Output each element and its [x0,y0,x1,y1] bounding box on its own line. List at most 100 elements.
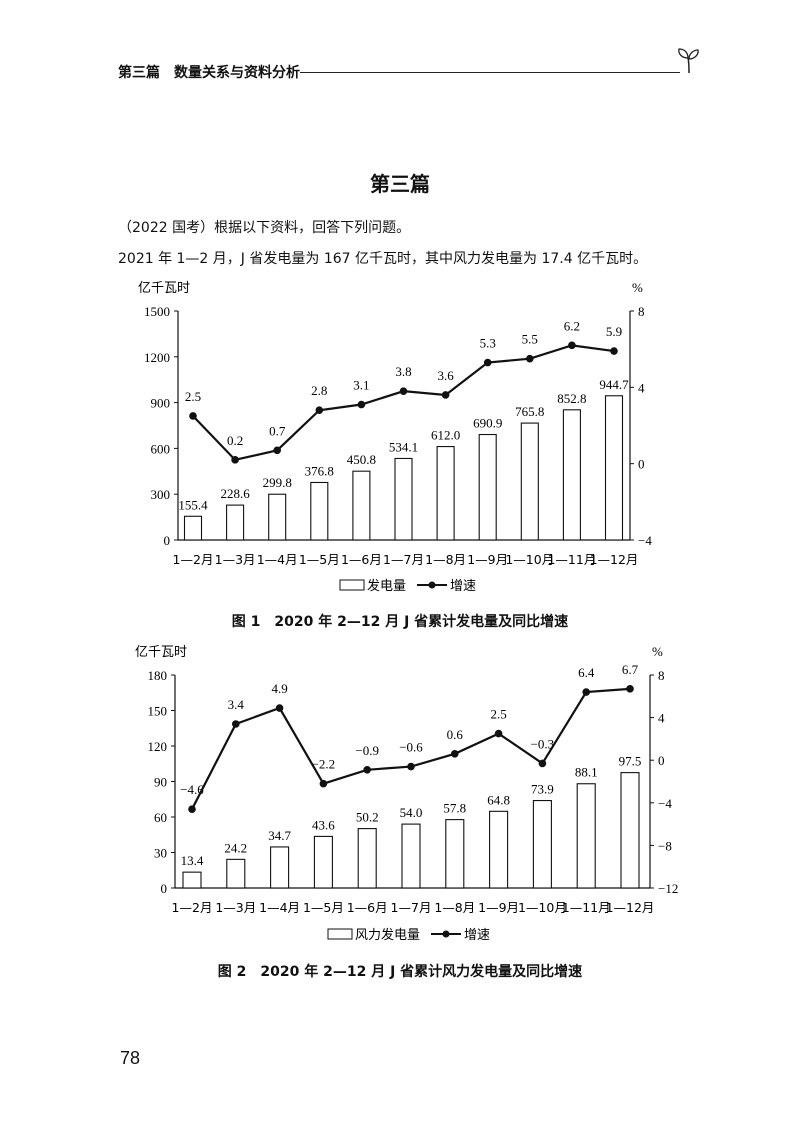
chart-2-y2-tick-label: 4 [658,711,665,726]
chart-2-growth-label: −2.2 [312,757,336,772]
chart-2-y-tick-label: 30 [154,846,167,861]
chart-1-y-tick-label: 1200 [144,350,170,365]
chart-1-bar [183,515,203,541]
chart-2-bar [313,835,333,889]
chart-2-x-tick-label: 1—5月 [303,900,344,915]
chart-1-bar-label: 534.1 [389,439,418,454]
chart-1-x-tick-label: 1—6月 [341,552,382,567]
chart-2-legend-bar-swatch [327,928,353,940]
chart-1-bar-label: 155.4 [178,497,208,512]
chart-1-x-tick-label: 1—9月 [467,552,508,567]
chart-1-legend-bar-swatch [339,579,365,591]
chart-2-y-tick-label: 0 [161,881,168,896]
chart-2-bar-label: 24.2 [224,840,247,855]
chart-1-growth-point [526,354,534,363]
chart-2-growth-label: 6.4 [578,665,595,680]
chart-1-growth-point [189,412,197,420]
chart-1-y-tick-label: 600 [151,441,171,456]
chart-1-bar-label: 690.9 [473,416,502,431]
chart-1-bar [268,493,287,541]
chart-1-caption: 图 1 2020 年 2—12 月 J 省累计发电量及同比增速 [231,614,569,630]
chart-1-bar [310,481,329,541]
chart-2-y-tick-label: 180 [148,668,168,683]
chart-1-y-tick-label: 300 [151,487,171,502]
chart-1-legend-bar-label: 发电量 [367,578,406,594]
chart-2-caption: 图 2 2020 年 2—12 月 J 省累计风力发电量及同比增速 [217,964,583,980]
chart-2-x-tick-label: 1—8月 [434,900,475,915]
chart-2-growth-point [188,805,196,813]
chart-2-bar-label: 34.7 [268,828,291,843]
chart-1-growth-point [357,400,366,409]
chart-2-bar [532,800,552,889]
page-number: 78 [120,1048,141,1068]
chart-2-bar-label: 13.4 [181,853,204,868]
chart-1-y2-unit: % [632,280,643,295]
chart-1-y2-tick-label: −4 [638,533,652,548]
chart-2-legend-bar-label: 风力发电量 [355,927,420,943]
chart-1-growth-label: 2.8 [311,383,327,398]
chart-2-x-tick-label: 1—4月 [259,900,300,915]
chart-2-growth-label: −4.6 [180,782,204,797]
sprout-icon [678,48,699,74]
chart-1-growth-point [568,341,576,350]
header-subject: 数量关系与资料分析 [174,65,300,81]
chart-2-growth-label: −0.6 [399,740,423,755]
chart-2-growth-point [451,750,459,758]
chart-1-growth-point [441,391,450,399]
chart-2-growth-label: −0.3 [531,736,555,751]
chart-2-x-tick-label: 1—2月 [172,900,213,915]
chart-1-growth-label: 0.2 [227,433,243,448]
chart-2-growth-label: 3.4 [228,697,245,712]
chart-1-bar [352,470,371,541]
chart-1-x-tick-label: 1—12月 [590,552,639,567]
chart-2-x-tick-label: 1—10月 [518,900,567,915]
chart-1-x-tick-label: 1—11月 [547,552,596,567]
chart-1-x-tick-label: 1—7月 [383,552,424,567]
chart-1-bar-label: 944.7 [599,377,629,392]
chart-1-legend-line-label: 增速 [450,579,476,594]
chart-1-growth-point [610,347,618,355]
chart-2-bar [620,772,640,889]
chart-1-y2-tick-label: 4 [638,380,645,395]
chart-2-bar-label: 50.2 [356,810,379,825]
chart-2-y-tick-label: 90 [154,775,167,790]
chart-2-y-unit: 亿千瓦时 [135,645,187,660]
chart-1-x-tick-label: 1—2月 [173,552,214,567]
chart-2-y-tick-label: 150 [148,704,168,719]
chart-2-legend-line-label: 增速 [464,928,490,943]
chart-1-y-tick-label: 900 [151,396,171,411]
chart-1-growth-point [231,456,239,464]
chart-2-bar-label: 88.1 [575,765,598,780]
chart-1-y-unit: 亿千瓦时 [138,281,190,296]
chart-2-y-tick-label: 120 [148,739,168,754]
chart-2-bar [401,823,421,889]
chart-2-bar-label: 73.9 [531,782,554,797]
chart-2-x-tick-label: 1—9月 [478,900,519,915]
chart-2-bar-label: 57.8 [443,801,466,816]
chart-1-y-tick-label: 1500 [144,304,170,319]
chart-1-growth-label: 3.8 [395,364,411,379]
question-intro: （2022 国考）根据以下资料，回答下列问题。 [118,220,411,236]
page-title: 第三篇 [370,172,430,196]
chart-2-x-tick-label: 1—11月 [562,900,611,915]
chart-2-y2-tick-label: −8 [658,838,672,853]
chart-1-bar [562,409,581,541]
chart-2-growth-point [232,720,240,728]
chart-2-x-tick-label: 1—7月 [391,900,432,915]
chart-2-y2-unit: % [652,644,663,659]
chart-2-bar-label: 43.6 [312,817,335,832]
chart-2-y2-tick-label: −4 [658,796,672,811]
chart-1-bar [478,433,497,541]
question-statement: 2021 年 1—2 月，J 省发电量为 167 亿千瓦时，其中风力发电量为 1… [118,251,648,267]
chart-1-bar-label: 852.8 [557,391,586,406]
chart-2-bar-label: 97.5 [619,754,642,769]
chart-1-growth-point [273,446,282,455]
chart-1-x-tick-label: 1—4月 [257,552,298,567]
chart-1-bar [226,504,245,541]
chart-2-y2-tick-label: 0 [658,753,665,768]
chart-2-x-tick-label: 1—6月 [347,900,388,915]
chart-2-bar [445,819,465,889]
chart-2-y2-tick-label: 8 [658,668,665,683]
chart-2-growth-label: 4.9 [271,681,287,696]
chart-1-bar [520,422,539,541]
